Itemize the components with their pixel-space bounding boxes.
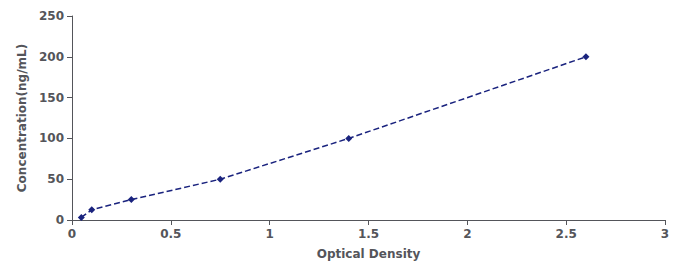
svg-text:2.5: 2.5 <box>556 227 577 241</box>
svg-text:0: 0 <box>68 227 76 241</box>
svg-text:50: 50 <box>47 172 64 186</box>
svg-text:1.5: 1.5 <box>358 227 379 241</box>
svg-text:3: 3 <box>661 227 669 241</box>
svg-text:200: 200 <box>39 50 64 64</box>
svg-text:250: 250 <box>39 9 64 23</box>
svg-text:100: 100 <box>39 131 64 145</box>
svg-text:1: 1 <box>265 227 273 241</box>
svg-text:2: 2 <box>463 227 471 241</box>
svg-text:Optical Density: Optical Density <box>317 247 421 261</box>
svg-text:Concentration(ng/mL): Concentration(ng/mL) <box>15 44 29 192</box>
svg-text:150: 150 <box>39 91 64 105</box>
svg-text:0.5: 0.5 <box>160 227 181 241</box>
svg-text:0: 0 <box>56 213 64 227</box>
